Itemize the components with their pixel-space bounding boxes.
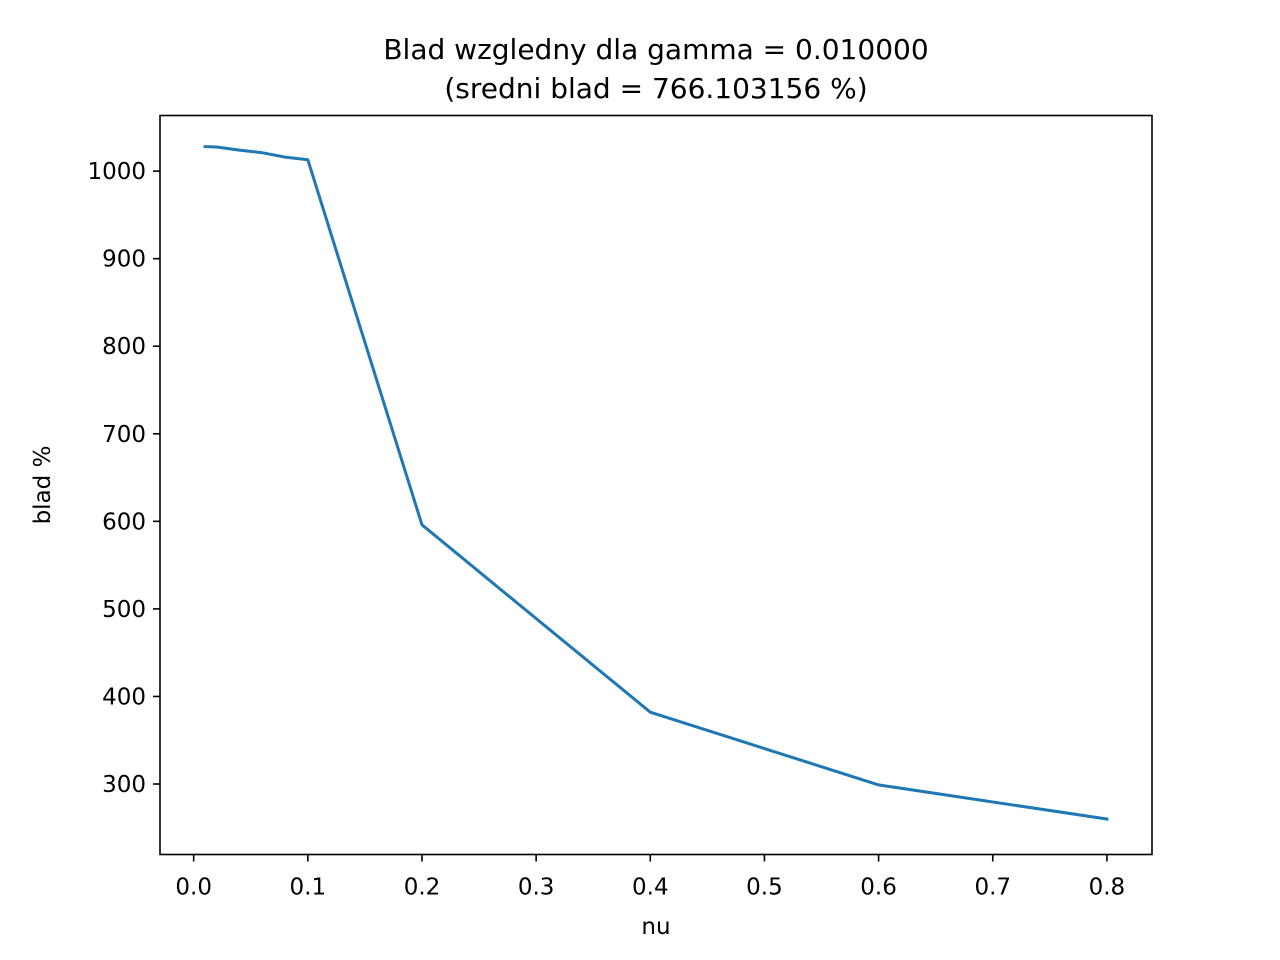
plot-area (159, 114, 1153, 856)
series-line (203, 145, 1109, 821)
plot-frame (159, 114, 1153, 856)
y-tick-label: 400 (102, 684, 146, 710)
y-tick-label: 300 (102, 772, 146, 798)
x-tick-label: 0.2 (404, 875, 441, 901)
y-axis-label: blad % (30, 446, 56, 525)
y-tick-label: 900 (102, 247, 146, 273)
y-tick-label: 1000 (87, 159, 146, 185)
x-tick-label: 0.6 (860, 875, 897, 901)
y-axis-ticks: 300 400 500 600 700 800 900 1000 (87, 159, 160, 798)
x-tick-label: 0.0 (175, 875, 212, 901)
x-axis-label: nu (641, 914, 670, 940)
x-tick-label: 0.5 (746, 875, 783, 901)
x-tick-label: 0.4 (632, 875, 669, 901)
chart-subtitle: (sredni blad = 766.103156 %) (444, 72, 867, 105)
x-tick-label: 0.8 (1089, 875, 1126, 901)
x-tick-label: 0.7 (974, 875, 1011, 901)
series-layer (203, 145, 1109, 821)
x-axis-ticks: 0.0 0.1 0.2 0.3 0.4 0.5 0.6 0.7 0.8 (175, 854, 1126, 901)
x-tick-label: 0.3 (518, 875, 555, 901)
y-tick-label: 500 (102, 597, 146, 623)
chart-title: Blad wzgledny dla gamma = 0.010000 (383, 33, 928, 66)
y-tick-label: 800 (102, 334, 146, 360)
y-tick-label: 700 (102, 422, 146, 448)
x-tick-label: 0.1 (290, 875, 327, 901)
y-tick-label: 600 (102, 509, 146, 535)
